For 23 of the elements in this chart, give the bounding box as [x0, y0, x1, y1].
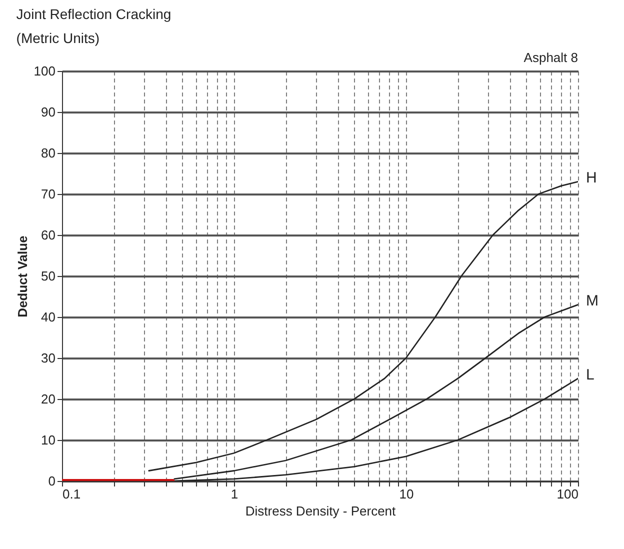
chart-subtitle: (Metric Units) [16, 30, 100, 46]
y-tick-label: 80 [41, 146, 56, 160]
series-label: H [586, 170, 597, 187]
y-tick-label: 20 [41, 392, 56, 406]
x-tick-label: 100 [556, 486, 578, 502]
series-label: M [586, 292, 598, 310]
x-tick-label: 1 [230, 486, 238, 502]
y-tick-label: 0 [48, 474, 56, 488]
y-tick-label: 70 [41, 186, 56, 202]
text: Asphalt 8 [524, 50, 578, 65]
y-axis-title: Deduct Value [14, 236, 30, 318]
x-axis-title: Distress Density - Percent [245, 504, 396, 518]
y-tick-label: 100 [34, 64, 56, 78]
y-tick-label: 60 [41, 228, 56, 242]
y-tick-label: 30 [41, 350, 56, 366]
series-label: L [586, 366, 594, 384]
x-tick-label: 0.1 [62, 486, 81, 502]
y-tick-label: 50 [41, 268, 56, 284]
y-tick-label: 10 [41, 432, 56, 448]
x-tick-label: 10 [399, 486, 414, 502]
y-tick-label: 40 [41, 310, 56, 324]
y-tick-label: 90 [41, 104, 56, 120]
chart-title: Joint Reflection Cracking [16, 6, 172, 22]
